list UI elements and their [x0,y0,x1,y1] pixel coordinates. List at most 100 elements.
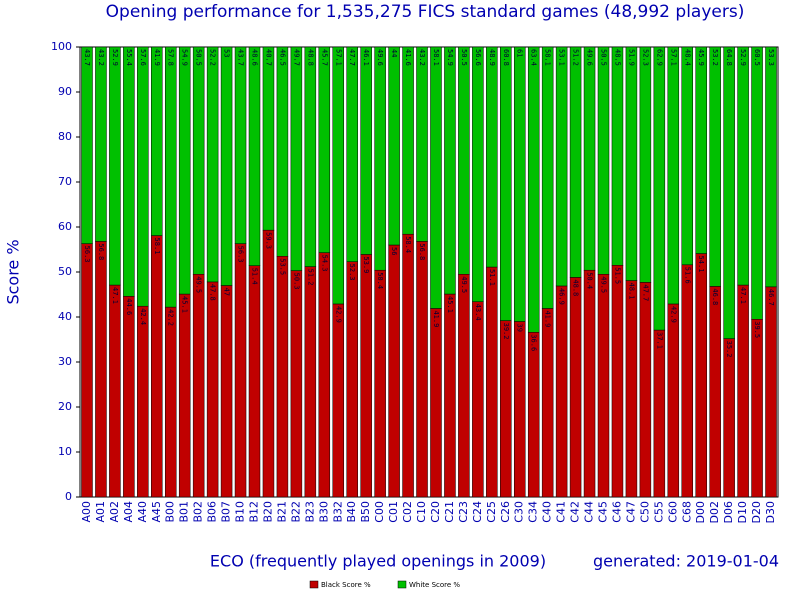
data-label: 50.5 [460,49,468,66]
data-label: 61 [516,49,524,57]
data-label: 56.3 [237,246,245,263]
data-label: 59.3 [264,232,272,249]
bar-segment [486,266,498,498]
bar-segment [304,266,317,498]
data-label: 50.3 [292,273,300,290]
bar-segment [765,46,777,288]
data-label: 39.5 [753,321,761,338]
bar-segment [625,280,638,498]
x-tick-label: B07 [220,501,233,523]
bar-segment [290,270,303,498]
bar-segment [206,281,219,498]
x-tick-label: C55 [652,501,665,523]
bar-segment [555,46,568,287]
x-tick-label: B22 [289,501,302,523]
data-label: 48.4 [683,49,691,66]
bar-segment [388,244,400,498]
bar-segment [332,303,345,498]
x-tick-label: C00 [373,501,386,523]
bar-segment [374,46,386,271]
bar-segment [681,264,694,498]
x-tick-label: C42 [569,501,582,523]
x-tick-label: B21 [275,501,288,523]
bar-segment [360,46,372,255]
bar-segment [583,269,596,498]
data-label: 47.1 [111,287,119,304]
data-label: 35.2 [725,341,733,358]
x-tick-label: D00 [694,501,707,523]
data-label: 45.1 [446,296,454,313]
bar-segment [234,46,247,244]
bar-segment [402,46,414,235]
bar-segment [206,46,219,283]
data-label: 42.9 [669,306,677,323]
data-label: 46.5 [278,49,286,66]
bar-segment [723,338,735,498]
bar-segment [527,46,540,333]
y-axis-label: Score % [4,239,23,304]
bar-segment [709,286,721,498]
data-label: 51.1 [488,269,496,286]
bar-segment [81,243,93,498]
x-tick-label: C34 [527,501,540,523]
x-tick-label: B40 [345,501,358,523]
data-label: 54.1 [697,256,705,273]
data-label: 50.5 [195,49,203,66]
data-label: 36.6 [530,334,538,351]
x-tick-label: A02 [108,501,121,523]
data-label: 46.9 [558,288,566,305]
x-tick-label: C24 [471,501,484,523]
bar-segment [151,46,163,236]
y-tick-label: 10 [58,445,72,458]
x-tick-label: D10 [736,501,749,523]
x-tick-label: B02 [192,501,205,523]
x-tick-label: C50 [638,501,651,523]
bar-segment [625,46,638,281]
data-label: 51.2 [572,49,580,66]
y-tick-label: 80 [58,130,72,143]
data-label: 40.7 [264,49,272,66]
x-axis-label: ECO (frequently played openings in 2009) [210,552,546,571]
bar-segment [737,46,749,286]
y-tick-label: 100 [51,40,72,53]
x-tick-label: C02 [401,501,414,523]
data-label: 53.2 [711,49,719,66]
bar-segment [444,46,456,295]
data-label: 42.9 [334,306,342,323]
bar-segment [737,284,749,498]
bar-segment [583,46,596,271]
bar-segment [137,46,149,307]
data-label: 39.2 [502,323,510,340]
data-label: 56.8 [418,243,426,260]
bar-segment [192,274,205,498]
data-label: 47 [223,288,231,296]
y-tick-label: 0 [65,490,72,503]
data-label: 54.9 [446,49,454,66]
data-label: 41.9 [544,310,552,327]
data-label: 49.5 [600,276,608,293]
data-label: 49.7 [292,49,300,66]
data-label: 52.3 [641,49,649,66]
data-label: 60.5 [753,49,761,66]
bar-segment [262,229,275,498]
bar-segment [248,46,261,266]
x-tick-label: B50 [359,501,372,523]
data-label: 50.4 [376,272,384,289]
x-tick-label: C01 [387,501,400,523]
data-label: 51.9 [627,49,635,66]
data-label: 60.8 [502,49,510,66]
y-tick-label: 70 [58,175,72,188]
data-label: 49.5 [460,276,468,293]
bar-segment [276,256,289,498]
data-label: 56.8 [97,243,105,260]
data-label: 43.7 [83,49,91,66]
bar-segment [653,46,666,331]
bar-segment [178,293,191,498]
data-label: 47.7 [641,284,649,301]
data-label: 42.2 [167,309,175,326]
data-label: 47.7 [348,49,356,66]
data-label: 63.4 [530,49,538,66]
bar-segment [472,46,484,302]
data-label: 50.5 [600,49,608,66]
data-label: 58.1 [544,49,552,66]
